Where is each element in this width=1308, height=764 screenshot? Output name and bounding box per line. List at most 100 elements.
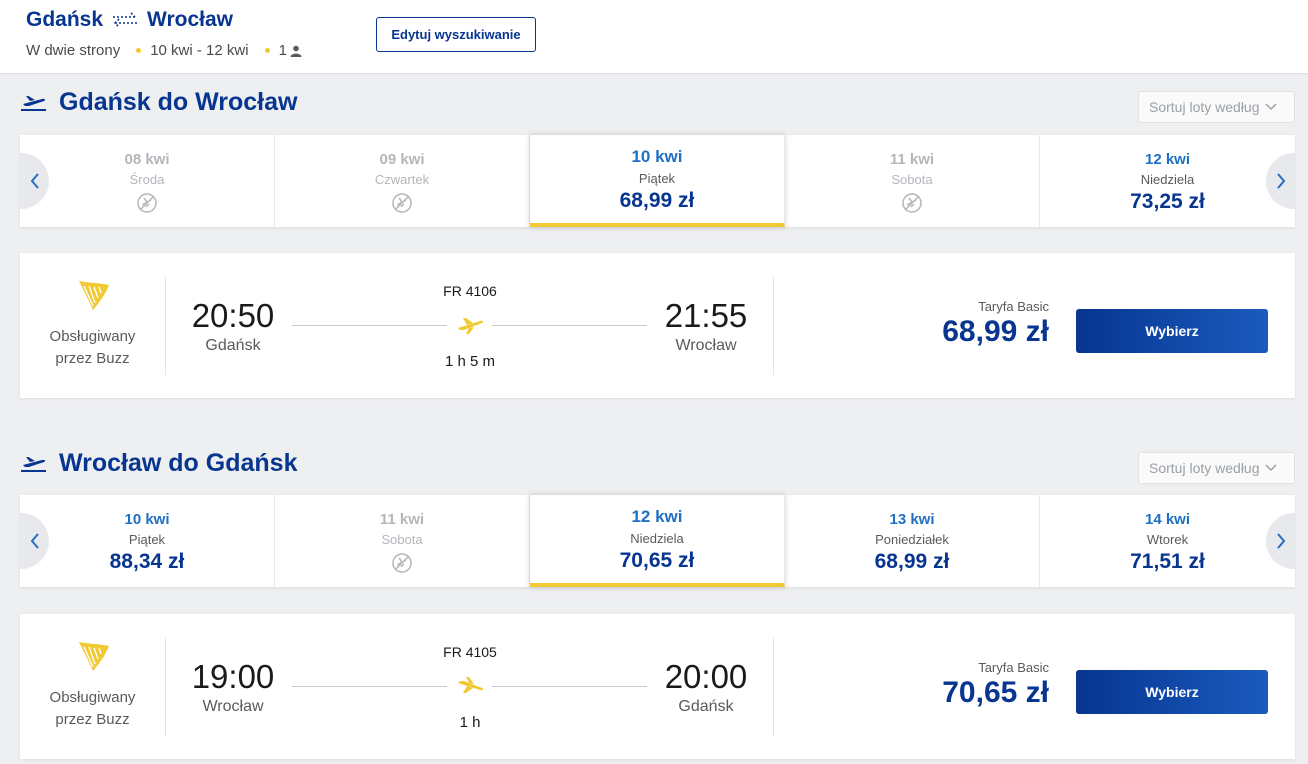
date-option[interactable]: 14 kwi Wtorek 71,51 zł [1040,495,1295,587]
arrival-time: 20:00 [664,658,748,695]
flight-duration: 1 h 5 m [444,353,496,370]
fare-price: 68,99 zł [942,315,1049,348]
trip-meta: W dwie strony 10 kwi - 12 kwi 1 [26,42,302,59]
weekday-label: Sobota [891,172,933,187]
chevron-right-icon [1276,533,1285,549]
date-label: 12 kwi [631,507,683,526]
return-arrows-icon [113,12,138,28]
arrival-city: Wrocław [675,337,737,354]
weekday-label: Niedziela [630,531,684,546]
sort-flights-dropdown[interactable]: Sortuj loty według [1138,452,1295,484]
plane-icon [458,677,484,693]
departure-time: 19:00 [191,658,275,695]
trip-type: W dwie strony [26,42,121,59]
section-title-text: Wrocław do Gdańsk [59,449,298,477]
route-line [292,325,447,326]
chevron-down-icon [1264,464,1277,472]
chevron-right-icon [1276,173,1285,189]
harp-logo-icon [78,642,109,671]
operator-line2: przez Buzz [55,350,130,367]
flight-card: Obsługiwany przez Buzz 20:50 Gdańsk FR 4… [20,253,1295,398]
weekday-label: Piątek [638,171,676,186]
date-price: 68,99 zł [874,550,950,573]
search-summary-header: Gdańsk Wrocław W dwie strony 10 kwi - 12… [0,0,1308,74]
no-flights-icon [392,553,412,573]
weekday-label: Piątek [128,532,166,547]
separator-dot [264,48,270,53]
edit-search-button[interactable]: Edytuj wyszukiwanie [376,17,536,52]
select-flight-button[interactable]: Wybierz [1076,670,1268,714]
operator-line1: Obsługiwany [49,328,136,345]
chevron-left-icon [30,173,39,189]
weekday-label: Środa [129,172,165,187]
no-flights-icon [902,193,922,213]
separator-dot [136,48,142,53]
select-flight-button[interactable]: Wybierz [1076,309,1268,353]
outbound-date-carousel: 08 kwi Środa 09 kwi Czwartek 10 kwi Piąt… [20,135,1295,227]
weekday-label: Czwartek [374,172,430,187]
date-label: 10 kwi [124,511,170,528]
outbound-section-title: Gdańsk do Wrocław [20,88,297,117]
no-flights-icon [137,193,157,213]
route-line [492,686,647,687]
date-option[interactable]: 08 kwi Środa [20,135,275,227]
section-title-text: Gdańsk do Wrocław [59,88,298,116]
sort-flights-dropdown[interactable]: Sortuj loty według [1138,91,1295,123]
date-option[interactable]: 09 kwi Czwartek [275,135,530,227]
date-option[interactable]: 13 kwi Poniedziałek 68,99 zł [785,495,1040,587]
weekday-label: Wtorek [1146,532,1189,547]
flight-number: FR 4106 [443,283,497,299]
operator-info: Obsługiwany przez Buzz [20,277,165,370]
route-title: Gdańsk Wrocław [26,8,233,32]
divider [165,277,166,375]
date-option[interactable]: 10 kwi Piątek 88,34 zł [20,495,275,587]
departure-time: 20:50 [191,297,275,334]
date-option-selected[interactable]: 12 kwi Niedziela 70,65 zł [530,495,785,587]
date-label: 11 kwi [889,151,935,168]
trip-dates: 10 kwi - 12 kwi [150,42,249,59]
departure-city: Wrocław [202,698,264,715]
operator-line1: Obsługiwany [49,689,136,706]
fare-price: 70,65 zł [942,676,1049,709]
date-price: 88,34 zł [109,550,185,573]
plane-takeoff-icon [21,456,46,472]
date-price: 68,99 zł [619,189,695,212]
date-label: 09 kwi [379,151,425,168]
flight-duration: 1 h [459,714,481,731]
date-option[interactable]: 11 kwi Sobota [275,495,530,587]
return-date-carousel: 10 kwi Piątek 88,34 zł 11 kwi Sobota 12 … [20,495,1295,587]
date-option[interactable]: 11 kwi Sobota [785,135,1040,227]
operator-line2: przez Buzz [55,711,130,728]
date-price: 71,51 zł [1130,550,1205,573]
weekday-label: Niedziela [1140,172,1195,187]
flight-number: FR 4105 [443,644,497,660]
weekday-label: Sobota [381,532,423,547]
date-label: 14 kwi [1144,511,1191,528]
sort-label: Sortuj loty według [1149,99,1260,115]
flight-card: Obsługiwany przez Buzz 19:00 Wrocław FR … [20,614,1295,759]
fare-name: Taryfa Basic [978,660,1049,675]
route-line [292,686,447,687]
passenger-count: 1 [278,42,287,59]
plane-icon [458,318,484,334]
departure-city: Gdańsk [205,337,261,354]
date-label: 10 kwi [631,147,683,166]
date-label: 13 kwi [889,511,935,528]
divider [773,638,774,736]
no-flights-icon [392,193,412,213]
divider [773,277,774,375]
plane-takeoff-icon [21,95,46,111]
date-option[interactable]: 12 kwi Niedziela 73,25 zł [1040,135,1295,227]
chevron-down-icon [1264,103,1277,111]
arrival-time: 21:55 [664,297,748,334]
date-option-selected[interactable]: 10 kwi Piątek 68,99 zł [530,135,785,227]
operator-info: Obsługiwany przez Buzz [20,638,165,731]
harp-logo-icon [78,281,109,310]
person-icon [290,45,302,57]
date-price: 70,65 zł [619,549,695,572]
date-price: 73,25 zł [1130,190,1205,213]
date-label: 08 kwi [124,151,170,168]
date-label: 11 kwi [379,511,425,528]
route-line [492,325,647,326]
divider [165,638,166,736]
